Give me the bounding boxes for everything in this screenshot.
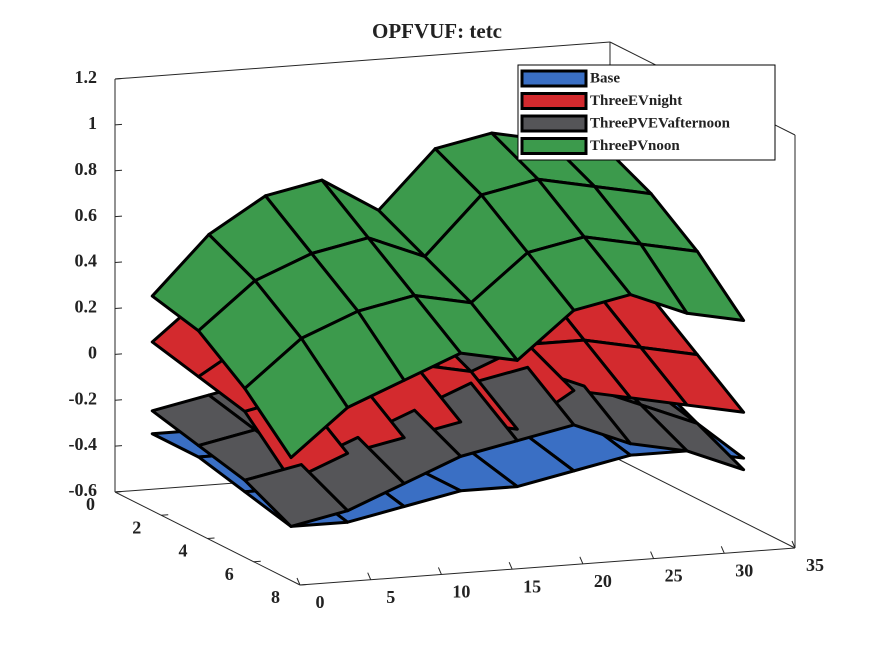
x-tick-label: 15	[523, 576, 541, 596]
x-tick-label: 25	[665, 566, 683, 586]
x-tick-label: 5	[386, 587, 395, 607]
legend-label: Base	[590, 70, 620, 86]
y-tick-label: 8	[271, 587, 280, 607]
y-tick	[253, 560, 261, 563]
z-tick	[114, 261, 123, 264]
z-tick-label: 0.4	[75, 251, 98, 271]
z-tick	[114, 445, 123, 447]
x-tick-label: 20	[594, 571, 612, 591]
surface-patch	[243, 463, 350, 528]
legend-swatch	[520, 69, 588, 88]
z-tick	[114, 353, 123, 355]
y-tick	[207, 537, 215, 539]
x-tick	[791, 540, 796, 549]
legend-swatch	[520, 137, 588, 155]
legend-label: ThreeEVnight	[590, 93, 682, 109]
z-tick-label: 0	[88, 342, 97, 362]
y-tick-label: 0	[86, 494, 95, 514]
z-tick-label: -0.6	[69, 480, 98, 500]
z-tick	[114, 399, 123, 401]
z-tick	[114, 78, 123, 80]
x-tick	[437, 567, 442, 575]
x-tick-label: 30	[735, 560, 753, 580]
surface-patch	[243, 336, 350, 460]
x-axis	[299, 547, 796, 586]
y-tick	[161, 514, 169, 516]
legend-label: ThreePVnoon	[590, 138, 680, 154]
z-tick-label: 0.8	[75, 159, 98, 179]
z-tick-label: -0.2	[69, 388, 98, 408]
x-tick	[367, 572, 372, 580]
chart-title: OPFVUF: tetc	[372, 19, 502, 43]
z-tick	[114, 123, 123, 126]
legend-swatch	[520, 114, 588, 133]
z-tick	[114, 169, 123, 172]
z-tick	[114, 307, 123, 309]
z-tick-label: 1.2	[75, 67, 98, 87]
x-tick	[720, 546, 725, 554]
x-tick	[508, 561, 513, 570]
x-tick-label: 0	[316, 592, 325, 612]
z-tick-label: 0.2	[75, 297, 98, 317]
z-tick-label: 1	[88, 113, 97, 133]
box-edge	[609, 454, 796, 549]
legend-label: ThreePVEVafternoon	[590, 115, 731, 131]
x-tick-label: 10	[452, 582, 470, 602]
z-tick-label: -0.4	[69, 434, 98, 454]
z-tick-label: 0.6	[75, 205, 98, 225]
y-tick-label: 2	[132, 517, 141, 537]
y-tick	[299, 584, 308, 586]
x-tick-label: 35	[806, 555, 824, 575]
y-tick-label: 4	[179, 541, 188, 561]
legend-swatch	[520, 92, 588, 110]
box-edge	[114, 41, 611, 80]
y-tick	[114, 491, 123, 493]
y-tick-label: 6	[225, 564, 234, 584]
x-tick	[579, 556, 584, 565]
x-tick	[296, 577, 301, 586]
z-tick	[114, 215, 123, 218]
x-tick	[650, 551, 655, 559]
